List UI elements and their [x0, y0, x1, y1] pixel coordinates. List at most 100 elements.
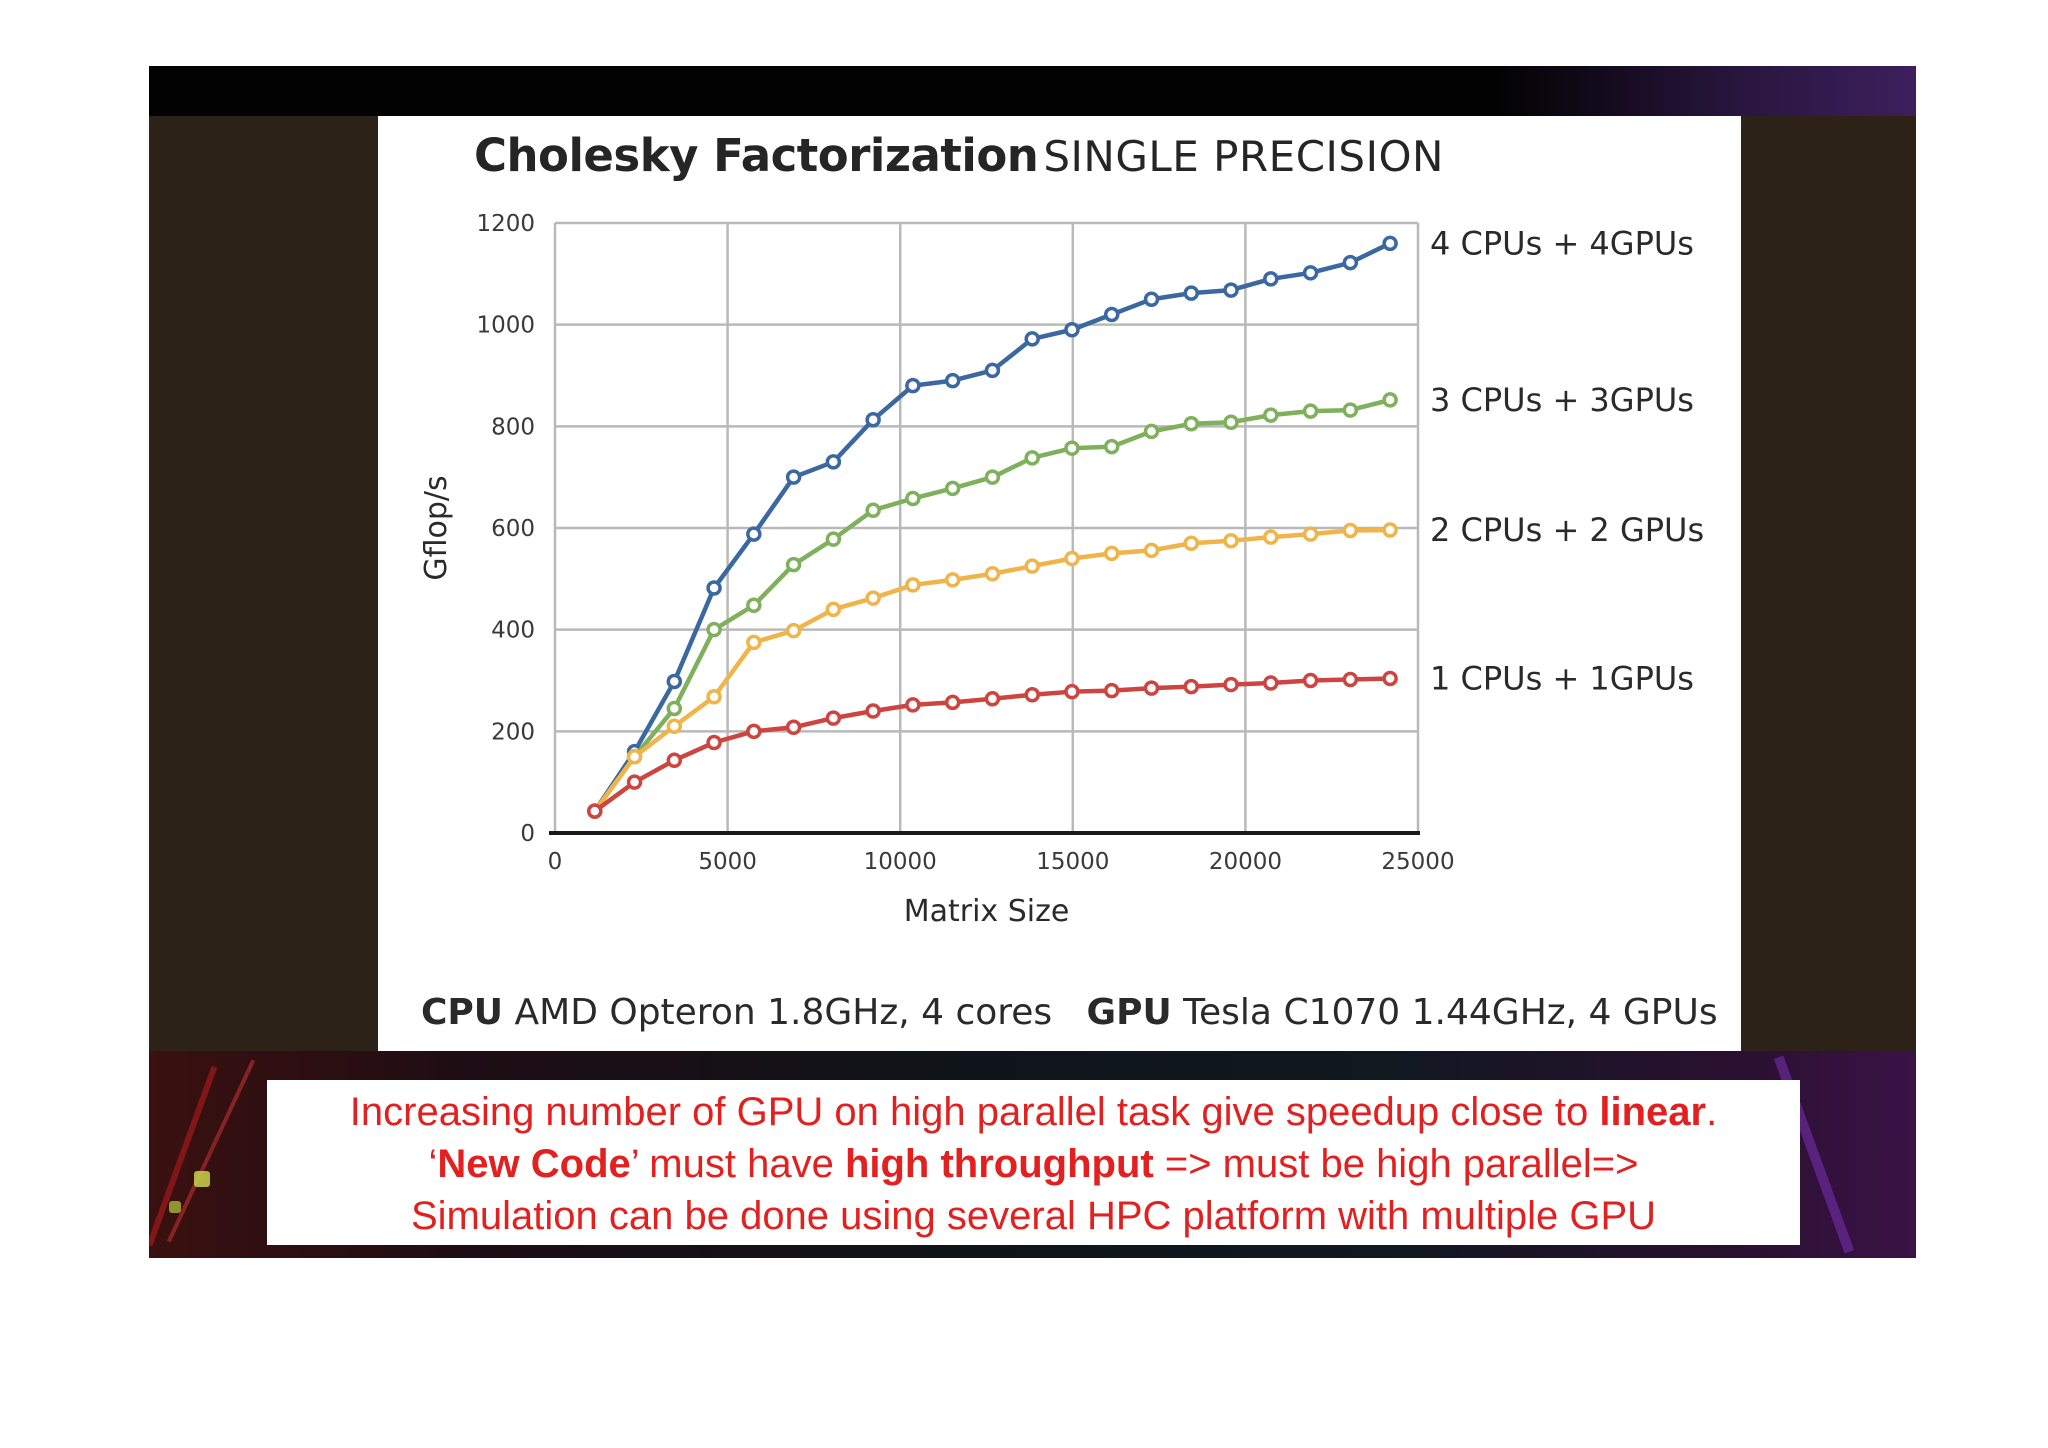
data-point [1382, 235, 1398, 252]
slide-top-bar [149, 66, 1916, 116]
data-point [1183, 678, 1200, 695]
data-point [1143, 423, 1160, 440]
caption-emphasis: New Code [437, 1142, 631, 1186]
x-tick-label: 0 [548, 849, 563, 875]
series-labels: 4 CPUs + 4GPUs 3 CPUs + 3GPUs 2 CPUs + 2 G… [1430, 224, 1704, 697]
data-point [785, 622, 802, 639]
y-tick-label: 0 [520, 821, 535, 847]
data-point [1263, 407, 1279, 423]
data-point [905, 377, 921, 394]
chart-title-bold: Cholesky Factorization [474, 129, 1039, 182]
data-point [666, 673, 683, 690]
caption-text: . [1706, 1090, 1718, 1134]
x-tick-label: 15000 [1036, 849, 1109, 875]
data-point [1183, 535, 1200, 551]
data-point [785, 556, 802, 573]
data-point [706, 621, 722, 638]
caption-text: ’ must have [630, 1142, 845, 1186]
cpu-text: AMD Opteron 1.8GHz, 4 cores [514, 992, 1053, 1033]
data-point [1223, 676, 1239, 693]
data-point [1382, 522, 1398, 538]
y-tick-label: 200 [491, 719, 535, 745]
x-tick-labels: 0 5000 10000 15000 20000 25000 [548, 849, 1455, 875]
data-point [746, 723, 762, 740]
caption-line-1: Increasing number of GPU on high paralle… [267, 1086, 1800, 1138]
line-chart: 0 5000 10000 15000 20000 25000 0 200 400 600 800 1… [419, 211, 1704, 929]
caption-box: Increasing number of GPU on high paralle… [267, 1080, 1800, 1245]
data-point [746, 526, 762, 542]
caption-line-3: Simulation can be done using several HPC… [410, 1194, 1657, 1238]
data-point [1382, 392, 1398, 408]
data-point [1342, 522, 1359, 539]
cpu-label: CPU [421, 992, 504, 1033]
data-point [666, 718, 683, 734]
series-label: 1 CPUs + 1GPUs [1430, 659, 1694, 697]
data-point [706, 580, 722, 596]
x-tick-label: 25000 [1381, 849, 1454, 875]
data-point [626, 774, 643, 790]
data-point [1302, 672, 1319, 689]
data-point [1302, 265, 1319, 281]
data-point [905, 697, 921, 713]
data-point [984, 566, 1001, 582]
data-point [706, 734, 722, 751]
data-point [905, 577, 921, 593]
data-point [1064, 440, 1080, 456]
data-point [984, 691, 1001, 707]
gpu-label: GPU [1086, 992, 1172, 1033]
y-tick-label: 600 [491, 516, 535, 542]
data-point [1223, 414, 1239, 431]
data-point [1024, 558, 1040, 574]
chart-title-light: SINGLE PRECISION [1043, 132, 1444, 181]
chart-title: Cholesky Factorization SINGLE PRECISION [474, 116, 1444, 196]
y-tick-labels: 0 200 400 600 800 1000 1200 [476, 211, 535, 847]
caption-text: Increasing number of GPU on high paralle… [349, 1090, 1600, 1134]
left-side-panel [149, 116, 378, 1051]
data-point [1302, 403, 1319, 419]
series-lines [587, 235, 1398, 819]
decorative-light [169, 1201, 181, 1213]
slide: Cholesky Factorization SINGLE PRECISION … [149, 66, 1916, 1258]
data-point [905, 490, 921, 507]
data-point [1342, 402, 1359, 418]
data-point [1382, 670, 1398, 687]
data-point [785, 719, 802, 736]
data-point [1064, 550, 1080, 567]
data-point [825, 531, 842, 547]
data-point [944, 572, 961, 588]
caption-emphasis: high throughput [844, 1142, 1154, 1186]
data-point [944, 480, 961, 497]
data-point [865, 411, 881, 428]
data-point [984, 362, 1001, 379]
data-point [1103, 545, 1120, 562]
data-point [1223, 532, 1239, 549]
data-point [746, 634, 762, 651]
data-point [944, 372, 961, 389]
gpu-text: Tesla C1070 1.44GHz, 4 GPUs [1183, 992, 1718, 1033]
x-tick-label: 20000 [1209, 849, 1282, 875]
data-point [1064, 322, 1080, 338]
series-label: 3 CPUs + 3GPUs [1430, 381, 1694, 419]
data-point [1024, 450, 1040, 466]
data-point [825, 454, 842, 470]
data-point [984, 469, 1001, 485]
data-point [1024, 331, 1040, 347]
data-point [1143, 542, 1160, 559]
y-tick-label: 800 [491, 414, 535, 440]
data-point [825, 601, 842, 618]
data-point [1342, 671, 1359, 688]
y-tick-label: 400 [491, 618, 535, 644]
data-point [666, 752, 683, 769]
caption-text: => must be high parallel=> [1153, 1142, 1639, 1186]
data-point [1223, 282, 1239, 298]
right-side-panel [1741, 116, 1916, 1051]
data-point [1183, 285, 1200, 301]
caption-text: ‘ [428, 1142, 438, 1186]
caption-emphasis: linear [1599, 1090, 1707, 1134]
data-point [785, 469, 802, 485]
data-point [1302, 526, 1319, 542]
decorative-light [194, 1171, 210, 1187]
chart-card: Cholesky Factorization SINGLE PRECISION … [378, 116, 1741, 1051]
data-point [1263, 271, 1279, 287]
data-point [1342, 254, 1359, 271]
